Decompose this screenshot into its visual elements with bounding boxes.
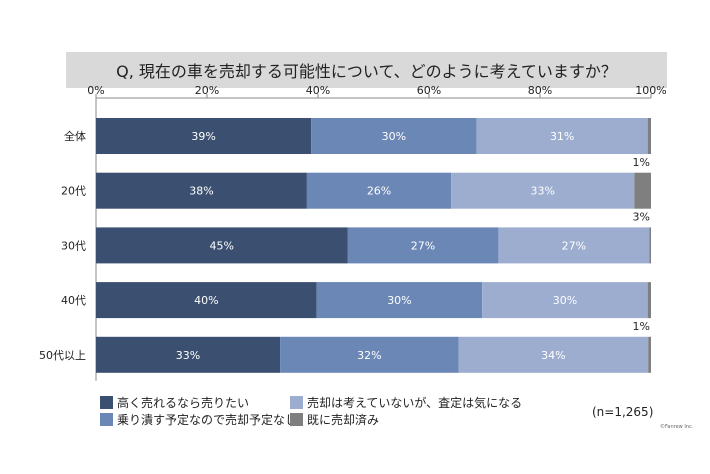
x-tick-label: 60% — [417, 84, 441, 97]
data-label: 39% — [191, 130, 215, 143]
data-label: 30% — [382, 130, 406, 143]
bar-segment — [96, 227, 348, 264]
x-tick-label: 100% — [635, 84, 666, 97]
category-label: 全体 — [64, 129, 86, 143]
bar-segment — [347, 227, 499, 264]
bar-segment — [306, 172, 452, 209]
bar-segment — [458, 336, 649, 373]
legend-item: 既に売却済み — [290, 411, 379, 428]
bar-segment — [649, 227, 651, 264]
legend-item: 高く売れるなら売りたい — [100, 394, 249, 411]
legend-label: 乗り潰す予定なので売却予定なし — [117, 413, 298, 427]
bar-segment — [451, 172, 635, 209]
legend-swatch — [100, 396, 113, 409]
data-label: 38% — [189, 185, 213, 198]
data-label: 34% — [541, 349, 565, 362]
data-label: 27% — [411, 239, 435, 252]
legend-swatch — [290, 413, 303, 426]
bar-segment — [316, 282, 483, 319]
bar-segment — [96, 282, 317, 319]
bar-segment — [96, 172, 307, 209]
data-label: 31% — [550, 130, 574, 143]
bar-segment — [498, 227, 650, 264]
legend-item: 乗り潰す予定なので売却予定なし — [100, 411, 297, 428]
copyright: ©Fanrew Inc. — [660, 424, 694, 430]
x-tick-label: 40% — [306, 84, 330, 97]
data-label: 26% — [367, 185, 391, 198]
bar-segment — [648, 336, 651, 373]
legend-label: 既に売却済み — [307, 413, 380, 427]
data-label: 30% — [387, 294, 411, 307]
x-tick-label: 80% — [528, 84, 552, 97]
chart-title: Q, 現在の車を売却する可能性について、どのように考えていますか？ — [66, 52, 667, 88]
sample-size-note: (n=1,265) — [592, 405, 654, 419]
bar-segment — [476, 118, 648, 154]
legend-swatch — [290, 396, 303, 409]
data-label: 30% — [553, 294, 577, 307]
category-label: 30代 — [61, 239, 86, 252]
legend-item: 売却は考えていないが、査定は気になる — [290, 394, 522, 411]
data-label: 33% — [176, 349, 200, 362]
bar-segment — [96, 118, 312, 154]
category-label: 40代 — [61, 294, 86, 307]
bar-segment — [311, 118, 477, 154]
data-label: 40% — [194, 294, 218, 307]
x-tick-label: 20% — [195, 84, 219, 97]
x-tick-label: 0% — [87, 84, 104, 97]
data-label: 27% — [562, 239, 586, 252]
bar-segment — [647, 118, 651, 154]
data-label: 3% — [633, 211, 650, 224]
data-label: 32% — [357, 349, 381, 362]
legend-swatch — [100, 413, 113, 426]
data-label: 1% — [633, 320, 650, 333]
legend-label: 高く売れるなら売りたい — [117, 396, 250, 410]
data-label: 45% — [210, 239, 234, 252]
category-label: 20代 — [61, 185, 86, 198]
category-label: 50代以上 — [39, 349, 86, 362]
legend-label: 売却は考えていないが、査定は気になる — [307, 396, 523, 410]
bar-segment — [96, 336, 281, 373]
data-label: 33% — [531, 185, 555, 198]
bar-segment — [634, 172, 651, 209]
bar-segment — [280, 336, 459, 373]
bar-segment — [482, 282, 648, 319]
bar-segment — [647, 282, 651, 319]
data-label: 1% — [633, 156, 650, 169]
